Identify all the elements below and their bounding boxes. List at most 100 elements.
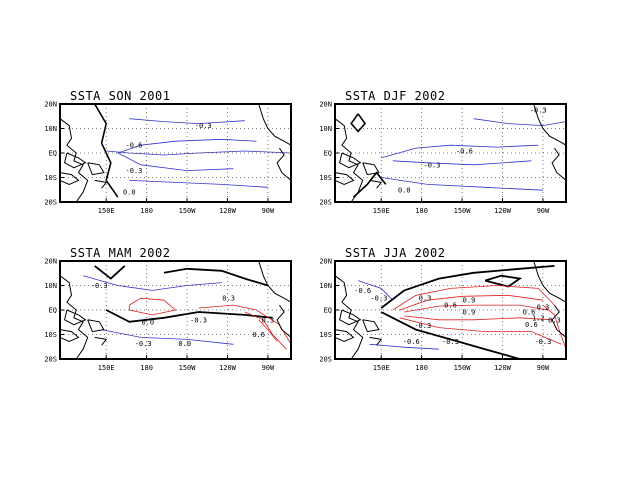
land-outline xyxy=(258,260,292,303)
contour-label: 0.3 xyxy=(262,316,275,324)
land-outline xyxy=(64,152,87,169)
y-tick-label: EQ xyxy=(49,307,57,315)
contour-label: 0.9 xyxy=(463,297,476,305)
x-tick-label: 150E xyxy=(98,364,115,372)
y-tick-label: 10N xyxy=(44,125,57,133)
land-outline xyxy=(334,329,355,342)
contour-label: -0.3 xyxy=(125,167,142,175)
land-outline xyxy=(551,304,567,338)
land-outline xyxy=(276,147,292,181)
contour-line xyxy=(117,152,234,172)
land-outline xyxy=(334,118,364,203)
contour-label: 0.6 xyxy=(523,308,536,316)
contour-line xyxy=(392,160,532,166)
land-outline xyxy=(334,172,355,185)
land-outline xyxy=(339,152,362,169)
contour-line xyxy=(106,150,292,156)
y-tick-label: 10N xyxy=(44,282,57,290)
contour-label: 0.0 xyxy=(398,187,411,195)
contour-label: -0.6 xyxy=(354,287,371,295)
contour-line xyxy=(381,177,543,191)
contour-line xyxy=(404,315,553,321)
y-tick-label: 10S xyxy=(319,331,332,339)
x-tick-label: 150W xyxy=(454,207,472,215)
x-tick-label: 120W xyxy=(494,364,512,372)
x-tick-label: 150E xyxy=(373,207,390,215)
x-tick-label: 120W xyxy=(219,207,237,215)
contour-line xyxy=(352,171,387,198)
contour-label: 0.6 xyxy=(444,302,457,310)
contour-line xyxy=(381,144,539,159)
contour-line xyxy=(399,317,562,345)
contour-label: -0.3 xyxy=(195,122,212,130)
land-outline xyxy=(339,309,362,326)
contour-label: 0.3 xyxy=(548,316,561,324)
land-outline xyxy=(334,275,364,360)
land-outline xyxy=(59,118,89,203)
contour-label: -0.6 xyxy=(403,338,420,346)
y-tick-label: 20N xyxy=(319,101,332,109)
x-tick-label: 90W xyxy=(537,364,550,372)
y-tick-label: 10S xyxy=(44,174,57,182)
contour-label: -0.6 xyxy=(125,142,142,150)
land-outline xyxy=(94,336,108,346)
contour-label: 0.0 xyxy=(123,189,136,197)
contour-label: 0.0 xyxy=(141,318,154,326)
contour-line xyxy=(484,274,523,288)
panel-title: SSTA MAM 2002 xyxy=(70,246,171,260)
land-outline xyxy=(59,172,80,185)
y-tick-label: 20S xyxy=(319,356,332,364)
contour-line xyxy=(163,267,269,287)
contour-label: 0.3 xyxy=(222,295,235,303)
land-outline xyxy=(362,162,380,176)
panel-title: SSTA DJF 2002 xyxy=(345,89,446,103)
land-outline xyxy=(369,336,383,346)
y-tick-label: 20S xyxy=(319,199,332,207)
contour-line xyxy=(129,180,268,188)
x-tick-label: 150E xyxy=(98,207,115,215)
land-outline xyxy=(59,275,89,360)
land-outline xyxy=(94,179,108,189)
contour-line xyxy=(105,309,273,323)
y-tick-label: 10N xyxy=(319,282,332,290)
y-tick-label: 20N xyxy=(44,101,57,109)
panel-title: SSTA SON 2001 xyxy=(70,89,171,103)
contour-line xyxy=(380,311,521,360)
land-outline xyxy=(64,309,87,326)
x-tick-label: 150W xyxy=(179,364,197,372)
contour-line xyxy=(101,329,234,345)
x-tick-label: 180 xyxy=(140,364,153,372)
x-tick-label: 120W xyxy=(219,364,237,372)
y-tick-label: 10S xyxy=(44,331,57,339)
contour-label: -0.3 xyxy=(190,316,207,324)
contour-label: 0.9 xyxy=(463,308,476,316)
contour-label: -0.3 xyxy=(91,282,108,290)
contour-line xyxy=(542,304,567,350)
land-outline xyxy=(258,103,292,146)
contour-line xyxy=(392,285,555,311)
land-outline xyxy=(87,162,105,176)
y-tick-label: 20N xyxy=(319,258,332,266)
contour-label: 0.6 xyxy=(252,331,265,339)
land-outline xyxy=(87,319,105,333)
contour-line xyxy=(357,280,394,301)
land-outline xyxy=(369,179,383,189)
y-tick-label: EQ xyxy=(324,150,332,158)
contour-label: -0.3 xyxy=(414,322,431,330)
contour-label: -0.3 xyxy=(135,340,152,348)
contour-line xyxy=(399,294,543,311)
land-outline xyxy=(533,103,567,146)
land-outline xyxy=(59,329,80,342)
y-tick-label: 10N xyxy=(319,125,332,133)
contour-line xyxy=(128,297,177,316)
y-tick-label: EQ xyxy=(324,307,332,315)
contour-label: 0.3 xyxy=(537,304,550,312)
y-tick-label: 10S xyxy=(319,174,332,182)
x-tick-label: 90W xyxy=(262,207,275,215)
contour-line xyxy=(350,113,367,133)
contour-label: -0.3 xyxy=(424,161,441,169)
contour-label: -0.6 xyxy=(456,148,473,156)
